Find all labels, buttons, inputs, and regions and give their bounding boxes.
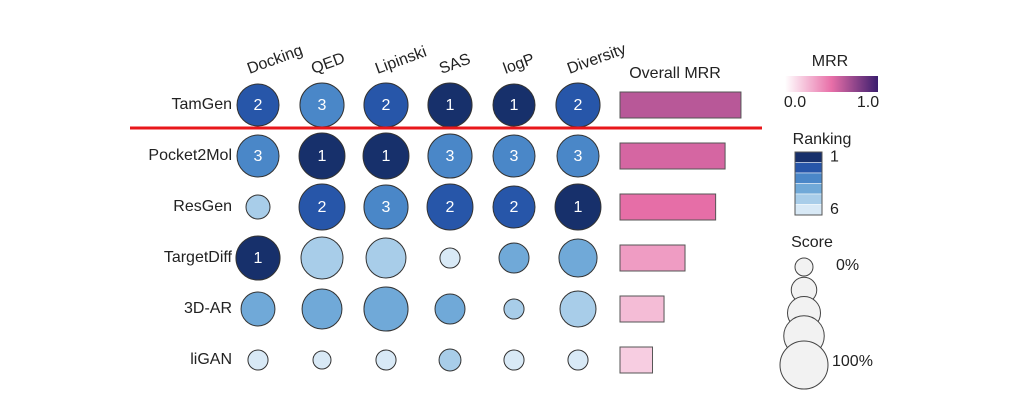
score-legend-bubble (779, 340, 829, 390)
bubble (301, 288, 343, 330)
bubble (362, 132, 410, 180)
bubble (567, 349, 589, 371)
rank-label: 2 (254, 97, 263, 114)
rank-swatch (794, 183, 823, 195)
rank-label: 3 (254, 148, 263, 165)
bubble (375, 349, 397, 371)
bubble (312, 350, 332, 370)
mrr-title: Overall MRR (629, 65, 721, 82)
legend-tick: 1 (830, 148, 839, 165)
bubble (236, 134, 280, 178)
bubble (426, 183, 474, 231)
mrr-bar (619, 142, 726, 170)
column-label: logP (501, 51, 537, 78)
row-label: ResGen (173, 198, 232, 215)
row-label: Pocket2Mol (148, 147, 232, 164)
bubble (503, 298, 525, 320)
bubble (245, 194, 271, 220)
legend-tick: 6 (830, 201, 839, 218)
bubble (559, 290, 597, 328)
rank-label: 1 (510, 97, 519, 114)
bubble (492, 134, 536, 178)
row-label: TargetDiff (164, 249, 233, 266)
rank-frame (794, 151, 823, 216)
bubble (298, 183, 346, 231)
bubble (365, 237, 407, 279)
column-label: SAS (437, 51, 473, 78)
bubble (498, 242, 530, 274)
colorbar (785, 76, 878, 92)
bubble (427, 133, 473, 179)
mrr-bar (619, 295, 665, 323)
rank-label: 3 (382, 199, 391, 216)
mrr-bar (619, 244, 686, 272)
rank-label: 2 (510, 199, 519, 216)
rank-swatch (794, 162, 823, 174)
legend-tick: 1.0 (857, 94, 879, 111)
bubble (438, 348, 462, 372)
rank-label: 3 (574, 148, 583, 165)
bubble (558, 238, 598, 278)
rank-swatch (794, 193, 823, 205)
bubble (240, 291, 276, 327)
rank-label: 1 (446, 97, 455, 114)
bubble (554, 183, 602, 231)
bubble (300, 236, 344, 280)
bubble (492, 185, 536, 229)
rank-label: 1 (254, 250, 263, 267)
rank-label: 2 (574, 97, 583, 114)
legend-title: MRR (812, 53, 848, 70)
row-label: liGAN (190, 351, 232, 368)
column-label: Lipinski (373, 43, 429, 77)
bubble (363, 184, 409, 230)
bubble (439, 247, 461, 269)
bubble (247, 349, 269, 371)
rank-label: 1 (574, 199, 583, 216)
bubble (236, 83, 280, 127)
rank-label: 2 (446, 199, 455, 216)
bubble (556, 134, 600, 178)
rank-label: 2 (382, 97, 391, 114)
rank-label: 2 (318, 199, 327, 216)
rank-label: 1 (318, 148, 327, 165)
bubble (363, 286, 409, 332)
rank-label: 3 (318, 97, 327, 114)
rank-swatch (794, 151, 823, 163)
row-label: TamGen (172, 96, 232, 113)
column-label: Diversity (565, 41, 628, 78)
bubble (235, 235, 281, 281)
legend-tick: 100% (832, 353, 873, 370)
legend-title: Score (791, 234, 833, 251)
rank-label: 3 (510, 148, 519, 165)
mrr-bar (619, 346, 654, 374)
legend-title: Ranking (793, 131, 852, 148)
column-label: Docking (245, 42, 305, 78)
column-label: QED (309, 50, 347, 78)
rank-swatch (794, 204, 823, 216)
bubble (434, 293, 466, 325)
row-label: 3D-AR (184, 300, 232, 317)
legend-tick: 0% (836, 257, 859, 274)
mrr-bar (619, 91, 742, 119)
legend-tick: 0.0 (784, 94, 806, 111)
rank-label: 3 (446, 148, 455, 165)
bubble (503, 349, 525, 371)
rank-swatch (794, 172, 823, 184)
bubble (492, 83, 536, 127)
bubble (298, 132, 346, 180)
mrr-bar (619, 193, 717, 221)
rank-label: 1 (382, 148, 391, 165)
score-legend-bubble (794, 257, 814, 277)
